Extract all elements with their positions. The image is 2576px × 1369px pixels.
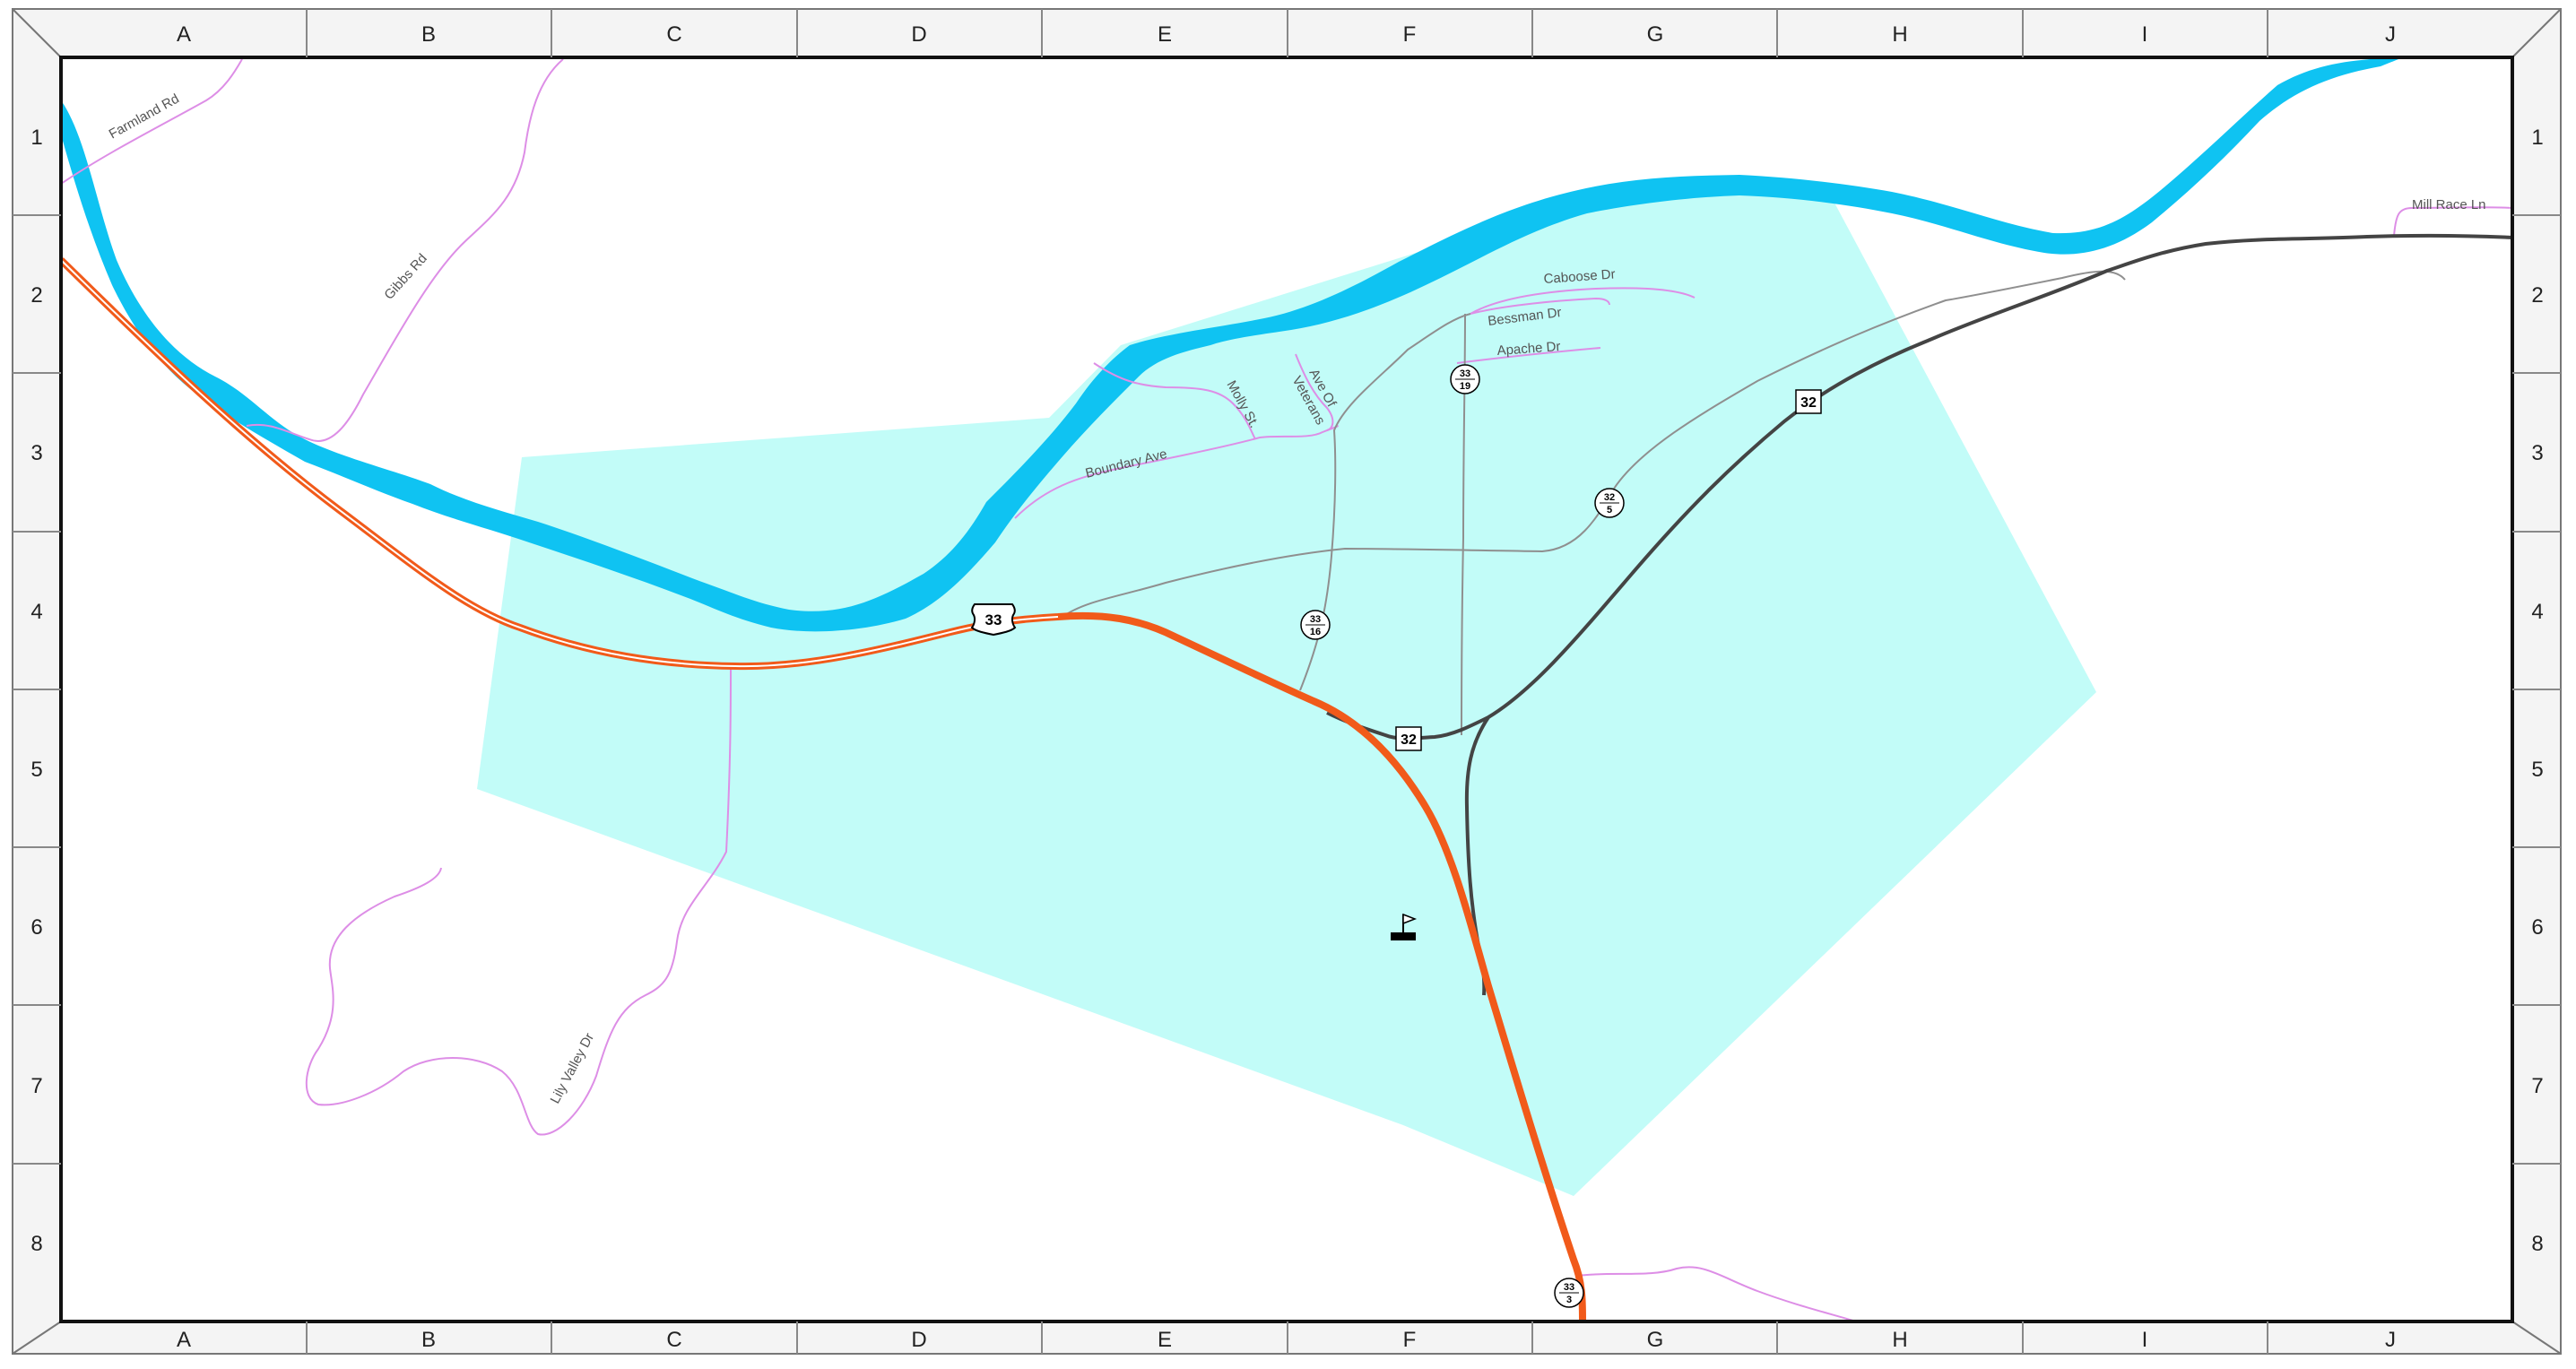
grid-row-right-1: 1 <box>2531 126 2543 150</box>
grid-col-top-i: I <box>2142 22 2148 47</box>
grid-col-bottom-g: G <box>1647 1328 1664 1352</box>
label-caboose-dr: Caboose Dr <box>1543 266 1616 287</box>
grid-col-top-e: E <box>1158 22 1172 47</box>
grid-row-right-4: 4 <box>2531 600 2543 624</box>
sr-32-shield-east[interactable]: 32 <box>1795 389 1822 414</box>
county-33-3-shield[interactable]: 33 3 <box>1554 1278 1584 1308</box>
molly-st[interactable] <box>1093 362 1256 440</box>
us-33-shield[interactable]: 33 <box>970 603 1017 637</box>
county-33-19-shield[interactable]: 33 19 <box>1450 364 1480 394</box>
grid-col-top-c: C <box>666 22 681 47</box>
ave-of-veterans-local[interactable] <box>1299 313 1471 691</box>
flag-icon[interactable] <box>1391 913 1418 940</box>
caboose-dr[interactable] <box>1470 287 1696 315</box>
sr-32-shield-junction[interactable]: 32 <box>1395 726 1422 751</box>
grid-row-right-6: 6 <box>2531 915 2543 940</box>
grid-col-top-h: H <box>1892 22 1907 47</box>
minor-roads <box>61 59 2512 1321</box>
grid-row-left-6: 6 <box>30 915 42 940</box>
grid-col-bottom-d: D <box>911 1328 926 1352</box>
grid-col-top-b: B <box>421 22 436 47</box>
grid-col-bottom-f: F <box>1403 1328 1417 1352</box>
ave-of-veterans[interactable] <box>1295 353 1334 431</box>
grid-row-right-7: 7 <box>2531 1074 2543 1098</box>
grid-row-left-4: 4 <box>30 600 42 624</box>
us-highway-33[interactable] <box>61 257 1586 1321</box>
county-33-19-top: 33 <box>1460 368 1470 379</box>
label-mill-race-ln: Mill Race Ln <box>2412 197 2486 212</box>
grid-row-left-7: 7 <box>30 1074 42 1098</box>
grid-row-left-2: 2 <box>30 283 42 308</box>
mill-race-ln[interactable] <box>2393 206 2512 237</box>
farmland-rd[interactable] <box>61 59 243 184</box>
us-33-shield-number: 33 <box>985 611 1002 628</box>
apache-dr[interactable] <box>1456 347 1601 364</box>
grid-col-bottom-a: A <box>177 1328 191 1352</box>
grid-col-bottom-b: B <box>421 1328 436 1352</box>
grid-col-bottom-i: I <box>2142 1328 2148 1352</box>
county-33-19-bottom: 19 <box>1460 381 1470 392</box>
county-33-3-top: 33 <box>1564 1282 1574 1293</box>
grid-col-bottom-c: C <box>666 1328 681 1352</box>
gibbs-rd[interactable] <box>246 59 564 442</box>
sr-32-shield-junction-number: 32 <box>1401 732 1417 748</box>
grid-col-top-f: F <box>1403 22 1417 47</box>
county-33-3-bottom: 3 <box>1566 1295 1572 1305</box>
county-33-16-bottom: 16 <box>1310 627 1321 637</box>
bessman-dr[interactable] <box>1470 297 1610 315</box>
grid-row-right-8: 8 <box>2531 1232 2543 1256</box>
boundary-ave[interactable] <box>1014 425 1339 519</box>
grid-col-top-g: G <box>1647 22 1664 47</box>
grid-row-left-3: 3 <box>30 441 42 465</box>
grid-row-right-5: 5 <box>2531 758 2543 782</box>
grid-row-left-5: 5 <box>30 758 42 782</box>
grid-col-bottom-h: H <box>1892 1328 1907 1352</box>
county-33-16-top: 33 <box>1310 614 1321 625</box>
grid-col-bottom-j: J <box>2385 1328 2396 1352</box>
grid-col-top-d: D <box>911 22 926 47</box>
grid-col-bottom-e: E <box>1158 1328 1172 1352</box>
lily-valley-dr[interactable] <box>305 663 732 1136</box>
grid-row-right-2: 2 <box>2531 283 2543 308</box>
county-32-5-bottom: 5 <box>1607 505 1612 516</box>
sr-32-shield-east-number: 32 <box>1800 395 1817 411</box>
county-32-5-top: 32 <box>1604 492 1615 503</box>
county-33-16-shield[interactable]: 33 16 <box>1300 610 1331 640</box>
grid-row-left-8: 8 <box>30 1232 42 1256</box>
grid-col-top-j: J <box>2385 22 2396 47</box>
grid-row-left-1: 1 <box>30 126 42 150</box>
county-32-5-shield[interactable]: 32 5 <box>1594 488 1625 518</box>
label-apache-dr: Apache Dr <box>1496 339 1561 359</box>
south-minor-road[interactable] <box>1577 1266 1856 1321</box>
grid-row-right-3: 3 <box>2531 441 2543 465</box>
grid-col-top-a: A <box>177 22 191 47</box>
